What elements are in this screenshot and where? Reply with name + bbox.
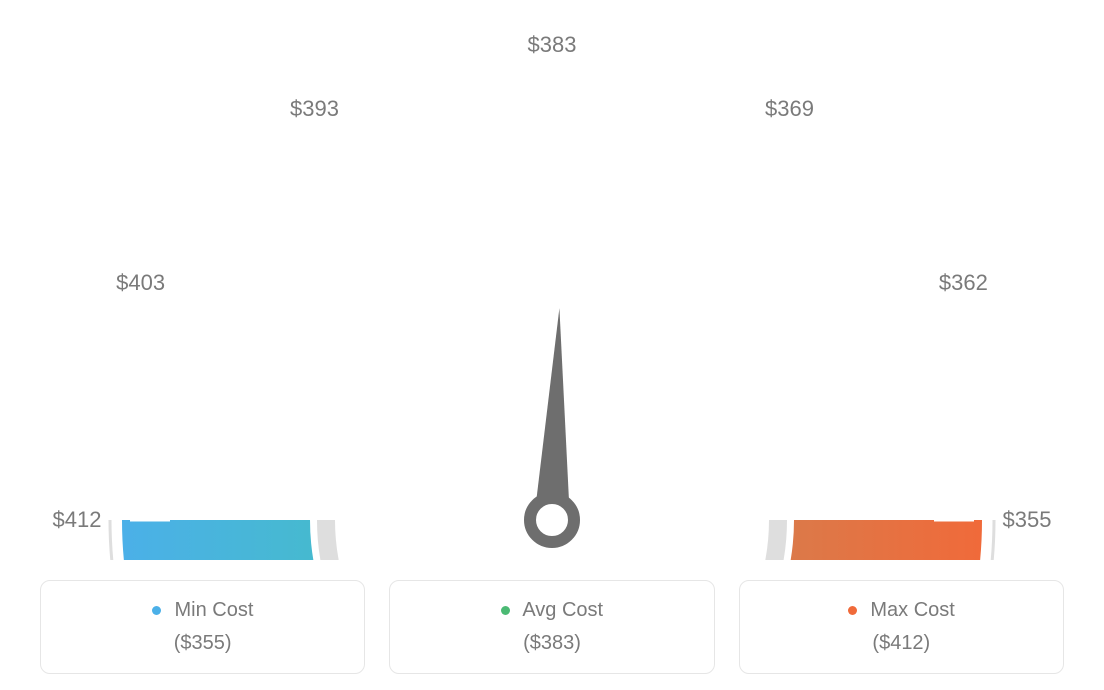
gauge-tick-label: $383: [528, 32, 577, 58]
dot-icon: [152, 606, 161, 615]
gauge-tick-label: $355: [1003, 507, 1052, 533]
gauge-tick-label: $403: [116, 270, 165, 296]
legend-avg-title: Avg Cost: [400, 599, 703, 622]
legend-max-card: Max Cost ($412): [739, 580, 1064, 674]
gauge-tick-label: $369: [765, 96, 814, 122]
legend-avg-value: ($383): [400, 632, 703, 655]
legend-min-value: ($355): [51, 632, 354, 655]
legend-max-label: Max Cost: [870, 599, 954, 621]
legend-avg-label: Avg Cost: [522, 599, 603, 621]
gauge-tick-label: $362: [939, 270, 988, 296]
dot-icon: [501, 606, 510, 615]
gauge-tick-label: $412: [53, 507, 102, 533]
legend-avg-card: Avg Cost ($383): [389, 580, 714, 674]
legend-min-title: Min Cost: [51, 599, 354, 622]
cost-gauge: $355 $362 $369 $383 $393 $403 $412: [0, 0, 1104, 560]
gauge-tick-label: $393: [290, 96, 339, 122]
legend-min-label: Min Cost: [174, 599, 253, 621]
legend-max-title: Max Cost: [750, 599, 1053, 622]
legend-row: Min Cost ($355) Avg Cost ($383) Max Cost…: [0, 580, 1104, 674]
legend-max-value: ($412): [750, 632, 1053, 655]
dot-icon: [848, 606, 857, 615]
legend-min-card: Min Cost ($355): [40, 580, 365, 674]
